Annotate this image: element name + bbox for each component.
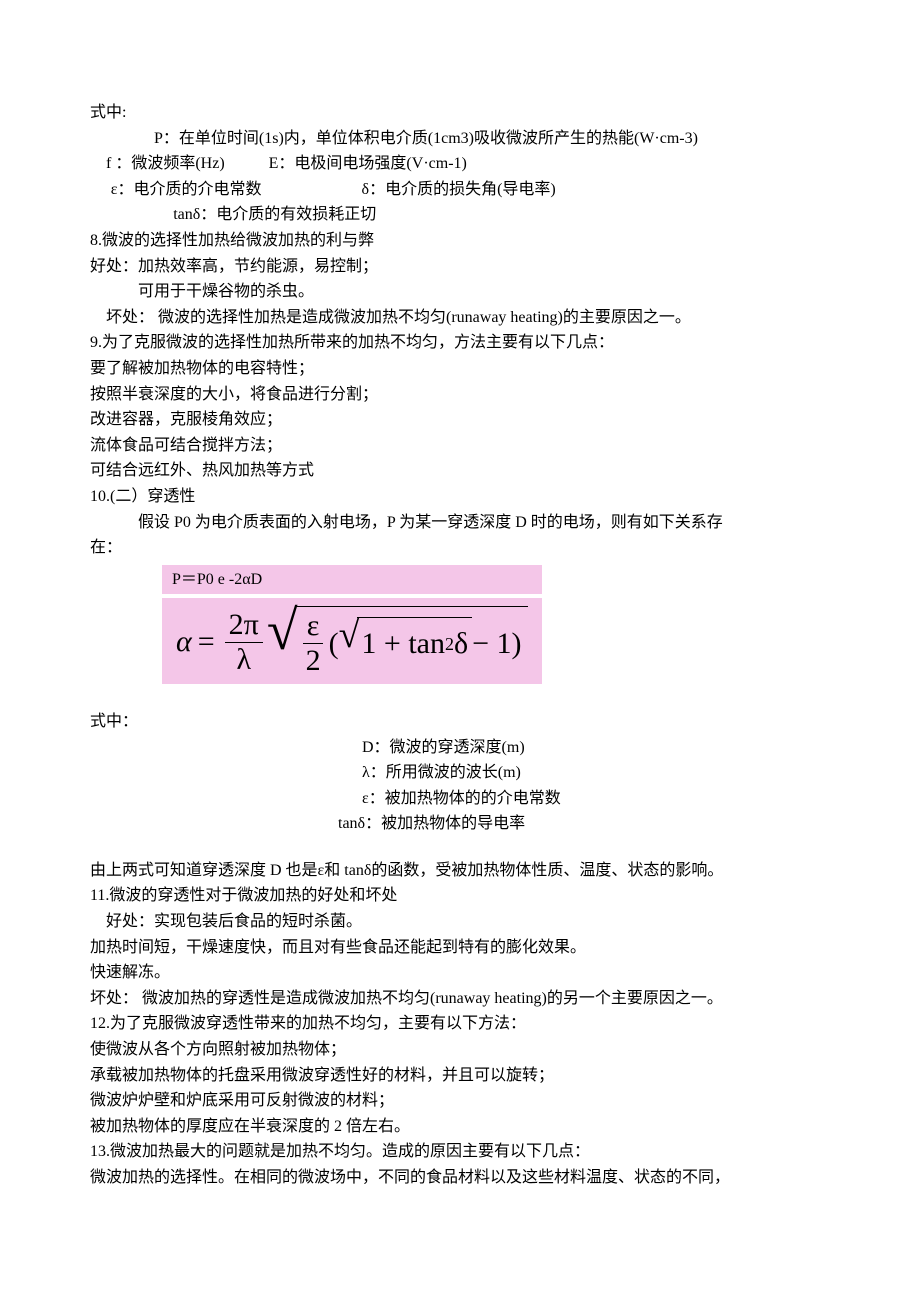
text-line: 微波炉炉壁和炉底采用可反射微波的材料； xyxy=(90,1088,830,1114)
text-line: 按照半衰深度的大小，将食品进行分割； xyxy=(90,382,830,408)
text-line: f ：微波频率(Hz) E：电极间电场强度(V·cm-1) xyxy=(90,151,830,177)
text-line: 10.(二）穿透性 xyxy=(90,484,830,510)
text-line: 由上两式可知道穿透深度 D 也是ε和 tanδ的函数，受被加热物体性质、温度、状… xyxy=(90,858,830,884)
text-line: 12.为了克服微波穿透性带来的加热不均匀，主要有以下方法： xyxy=(90,1011,830,1037)
text-line: 流体食品可结合搅拌方法； xyxy=(90,433,830,459)
text-span: E：电极间电场强度(V·cm-1) xyxy=(229,155,467,172)
radical-icon: √ xyxy=(267,606,298,678)
text-line: 可用于干燥谷物的杀虫。 xyxy=(90,279,830,305)
superscript: 2 xyxy=(445,630,454,659)
text-line: 承载被加热物体的托盘采用微波穿透性好的材料，并且可以旋转； xyxy=(90,1063,830,1089)
text-line: 9.为了克服微波的选择性加热所带来的加热不均匀，方法主要有以下几点： xyxy=(90,330,830,356)
text-line: D：微波的穿透深度(m) xyxy=(90,735,830,761)
text-line: tanδ：电介质的有效损耗正切 xyxy=(90,202,830,228)
text-span: δ xyxy=(454,620,468,668)
text-line: 式中: xyxy=(90,100,830,126)
text-span: ε：电介质的介电常数 xyxy=(90,181,262,198)
text-line: 假设 P0 为电介质表面的入射电场，P 为某一穿透深度 D 时的电场，则有如下关… xyxy=(90,510,830,536)
symbol-equals: = xyxy=(198,618,215,666)
fraction-denominator: 2 xyxy=(302,644,325,676)
text-line: ε：电介质的介电常数 δ：电介质的损失角(导电率) xyxy=(90,177,830,203)
text-line: 坏处： 微波加热的穿透性是造成微波加热不均匀(runaway heating)的… xyxy=(90,986,830,1012)
radical-icon: √ xyxy=(339,617,360,670)
text-line: 好处：实现包装后食品的短时杀菌。 xyxy=(90,909,830,935)
text-line: 式中： xyxy=(90,709,830,735)
text-span: f ：微波频率(Hz) xyxy=(90,155,225,172)
fraction-denominator: λ xyxy=(232,643,255,675)
text-line: 坏处： 微波的选择性加热是造成微波加热不均匀(runaway heating)的… xyxy=(90,305,830,331)
symbol-alpha: α xyxy=(176,618,192,666)
text-span: − 1) xyxy=(472,620,521,668)
text-line: ε：被加热物体的的介电常数 xyxy=(90,786,830,812)
text-line: 好处：加热效率高，节约能源，易控制； xyxy=(90,254,830,280)
text-line: P：在单位时间(1s)内，单位体积电介质(1cm3)吸收微波所产生的热能(W·c… xyxy=(90,126,830,152)
text-span: δ：电介质的损失角(导电率) xyxy=(266,181,556,198)
text-line: 使微波从各个方向照射被加热物体； xyxy=(90,1037,830,1063)
text-line: 被加热物体的厚度应在半衰深度的 2 倍左右。 xyxy=(90,1114,830,1140)
fraction-numerator: ε xyxy=(303,611,324,644)
text-line: 在： xyxy=(90,535,830,561)
text-line: 13.微波加热最大的问题就是加热不均匀。造成的原因主要有以下几点： xyxy=(90,1139,830,1165)
text-line: 快速解冻。 xyxy=(90,960,830,986)
formula-penetration-field: P＝P0 e -2αD xyxy=(162,565,542,595)
fraction-2pi-lambda: 2π λ xyxy=(225,610,263,675)
formula-block: P＝P0 e -2αD α = 2π λ √ ε 2 ( √ xyxy=(162,565,542,685)
text-span: 假设 P0 为电介质表面的入射电场，P 为某一穿透深度 D 时的电场，则有如下关… xyxy=(90,514,723,531)
text-line: 微波加热的选择性。在相同的微波场中，不同的食品材料以及这些材料温度、状态的不同， xyxy=(90,1165,830,1191)
symbol-open-paren: ( xyxy=(329,620,339,668)
text-line: 加热时间短，干燥速度快，而且对有些食品还能起到特有的膨化效果。 xyxy=(90,935,830,961)
sqrt-inner: √ 1 + tan2 δ xyxy=(339,617,473,670)
text-line: 要了解被加热物体的电容特性； xyxy=(90,356,830,382)
text-line: 8.微波的选择性加热给微波加热的利与弊 xyxy=(90,228,830,254)
fraction-numerator: 2π xyxy=(225,610,263,643)
text-line: λ：所用微波的波长(m) xyxy=(90,760,830,786)
fraction-eps-2: ε 2 xyxy=(302,611,325,676)
sqrt-outer: √ ε 2 ( √ 1 + tan2 δ − 1) xyxy=(267,606,528,678)
text-span: 1 + tan xyxy=(361,620,445,668)
formula-alpha: α = 2π λ √ ε 2 ( √ 1 + tan2 δ xyxy=(162,598,542,684)
text-line: tanδ：被加热物体的导电率 xyxy=(90,811,830,837)
text-line: 改进容器，克服棱角效应； xyxy=(90,407,830,433)
text-line: 可结合远红外、热风加热等方式 xyxy=(90,458,830,484)
text-line: 11.微波的穿透性对于微波加热的好处和坏处 xyxy=(90,883,830,909)
